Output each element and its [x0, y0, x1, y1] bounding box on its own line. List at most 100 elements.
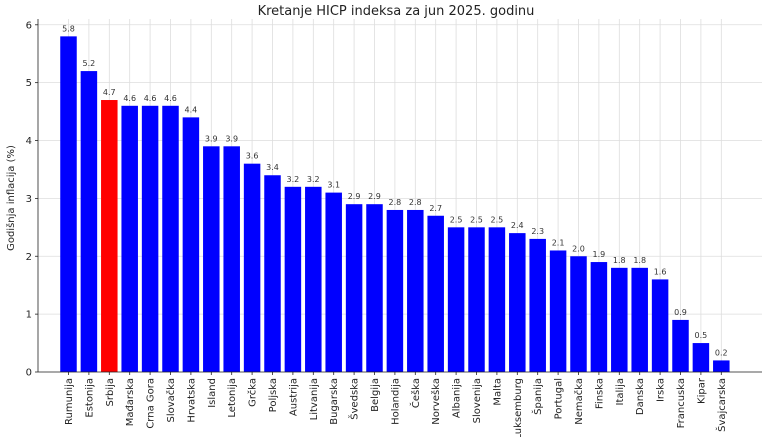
bar	[692, 343, 710, 372]
bar	[325, 192, 342, 372]
x-tick-label: Albanija	[452, 378, 463, 418]
y-ticks: 0 1 2 3 4 5 6	[26, 20, 38, 379]
x-tick-label: Švedska	[348, 378, 361, 420]
bar	[713, 360, 730, 372]
bar	[305, 186, 322, 372]
bar	[468, 227, 485, 372]
bar	[590, 262, 608, 372]
y-tick-label: 0	[26, 368, 32, 379]
y-tick-label: 3	[26, 194, 32, 205]
bar-value-label: 5.8	[62, 24, 75, 33]
bar-value-label: 2.1	[552, 238, 565, 247]
x-tick-label: Crna Gora	[146, 378, 157, 429]
bar	[651, 279, 669, 372]
bar	[488, 227, 506, 372]
bar	[264, 175, 281, 372]
x-tick-label: Austrija	[288, 378, 299, 416]
bar-value-label: 1.9	[593, 250, 606, 259]
bar	[427, 215, 444, 372]
bar-value-label: 3.1	[327, 181, 340, 190]
bar	[366, 204, 383, 372]
bar-value-label: 2.7	[429, 204, 442, 213]
bar	[386, 209, 404, 372]
bar-value-label: 2.4	[511, 221, 524, 230]
x-tick-label: Italija	[615, 378, 626, 405]
x-tick-label: Norveška	[430, 378, 442, 425]
bar	[121, 105, 138, 372]
x-tick-label: Island	[207, 378, 218, 408]
bar-value-label: 4.4	[185, 105, 198, 114]
x-tick-label: Slovenija	[472, 378, 483, 423]
y-tick-label: 6	[26, 20, 32, 31]
bar	[162, 105, 179, 372]
x-tick-label: Mađarska	[125, 378, 136, 426]
bar-value-label: 1.8	[633, 256, 646, 265]
bar	[407, 209, 424, 372]
bar-value-label: 2.0	[572, 244, 585, 253]
bar	[203, 146, 220, 372]
x-tick-label: Portugal	[554, 378, 565, 419]
x-tick-label: Danska	[635, 378, 646, 415]
bar	[80, 71, 98, 372]
bar-value-label: 1.6	[654, 267, 667, 276]
bars	[60, 36, 730, 373]
bar	[345, 204, 363, 372]
bar	[447, 227, 465, 372]
x-tick-label: Belgija	[370, 378, 381, 412]
x-tick-label: Irska	[656, 378, 667, 402]
bar-value-label: 0.5	[695, 331, 708, 340]
bar	[611, 267, 628, 372]
bar	[141, 105, 159, 372]
bar-value-label: 3.9	[205, 134, 218, 143]
y-tick-label: 2	[26, 252, 32, 263]
x-tick-label: Holandija	[390, 378, 401, 425]
bar-value-label: 3.4	[266, 163, 279, 172]
value-labels: 5.8 5.2 4.7 4.6 4.6 4.6 4.4 3.9 3.9 3.6 3.4 3.2 3.2 3…	[62, 24, 728, 357]
y-axis-label: Godišnja inflacija (%)	[5, 145, 17, 251]
x-tick-label: Švajcarska	[715, 378, 728, 432]
x-tick-label: Hrvatska	[186, 378, 197, 423]
x-tick-label: Nemačka	[573, 378, 585, 425]
bar	[631, 267, 648, 372]
bar-value-label: 2.8	[409, 198, 422, 207]
bar-value-label: 4.6	[144, 94, 157, 103]
bar	[509, 233, 526, 372]
chart-title: Kretanje HICP indeksa za jun 2025. godin…	[258, 4, 535, 19]
x-tick-label: Grčka	[247, 378, 259, 407]
bar-value-label: 2.5	[491, 215, 504, 224]
bar-value-label: 3.6	[246, 152, 259, 161]
y-tick-label: 1	[26, 310, 32, 321]
x-tick-label: Srbija	[105, 378, 116, 407]
bar	[182, 117, 200, 373]
x-tick-label: Estonija	[84, 378, 95, 418]
bar-value-label: 3.2	[307, 175, 320, 184]
x-ticks: Rumunija Estonija Srbija Mađarska Crna Gora S…	[64, 372, 728, 437]
x-tick-label: Litvanija	[309, 378, 320, 420]
bar	[284, 186, 302, 372]
bar-value-label: 2.8	[389, 198, 402, 207]
x-tick-label: Bugarska	[329, 378, 340, 425]
bar	[101, 100, 118, 373]
bar-value-label: 1.8	[613, 256, 626, 265]
x-tick-label: Rumunija	[64, 378, 75, 425]
bar-value-label: 4.6	[164, 94, 177, 103]
x-tick-label: Slovačka	[165, 378, 177, 423]
bar-value-label: 2.9	[368, 192, 381, 201]
bar	[570, 256, 587, 372]
bar	[60, 36, 77, 372]
bar	[223, 146, 240, 372]
x-tick-label: Španija	[531, 378, 544, 415]
x-tick-label: Češka	[409, 378, 422, 408]
bar	[549, 250, 567, 372]
bar	[243, 163, 261, 372]
bar-value-label: 0.2	[715, 348, 728, 357]
x-tick-label: Finska	[594, 378, 605, 409]
bar-value-label: 4.7	[103, 88, 116, 97]
x-tick-label: Francuska	[676, 378, 687, 428]
x-tick-label: Luksemburg	[513, 378, 524, 437]
y-tick-label: 4	[26, 136, 32, 147]
x-tick-label: Letonija	[227, 378, 238, 418]
bar-value-label: 3.9	[225, 134, 238, 143]
